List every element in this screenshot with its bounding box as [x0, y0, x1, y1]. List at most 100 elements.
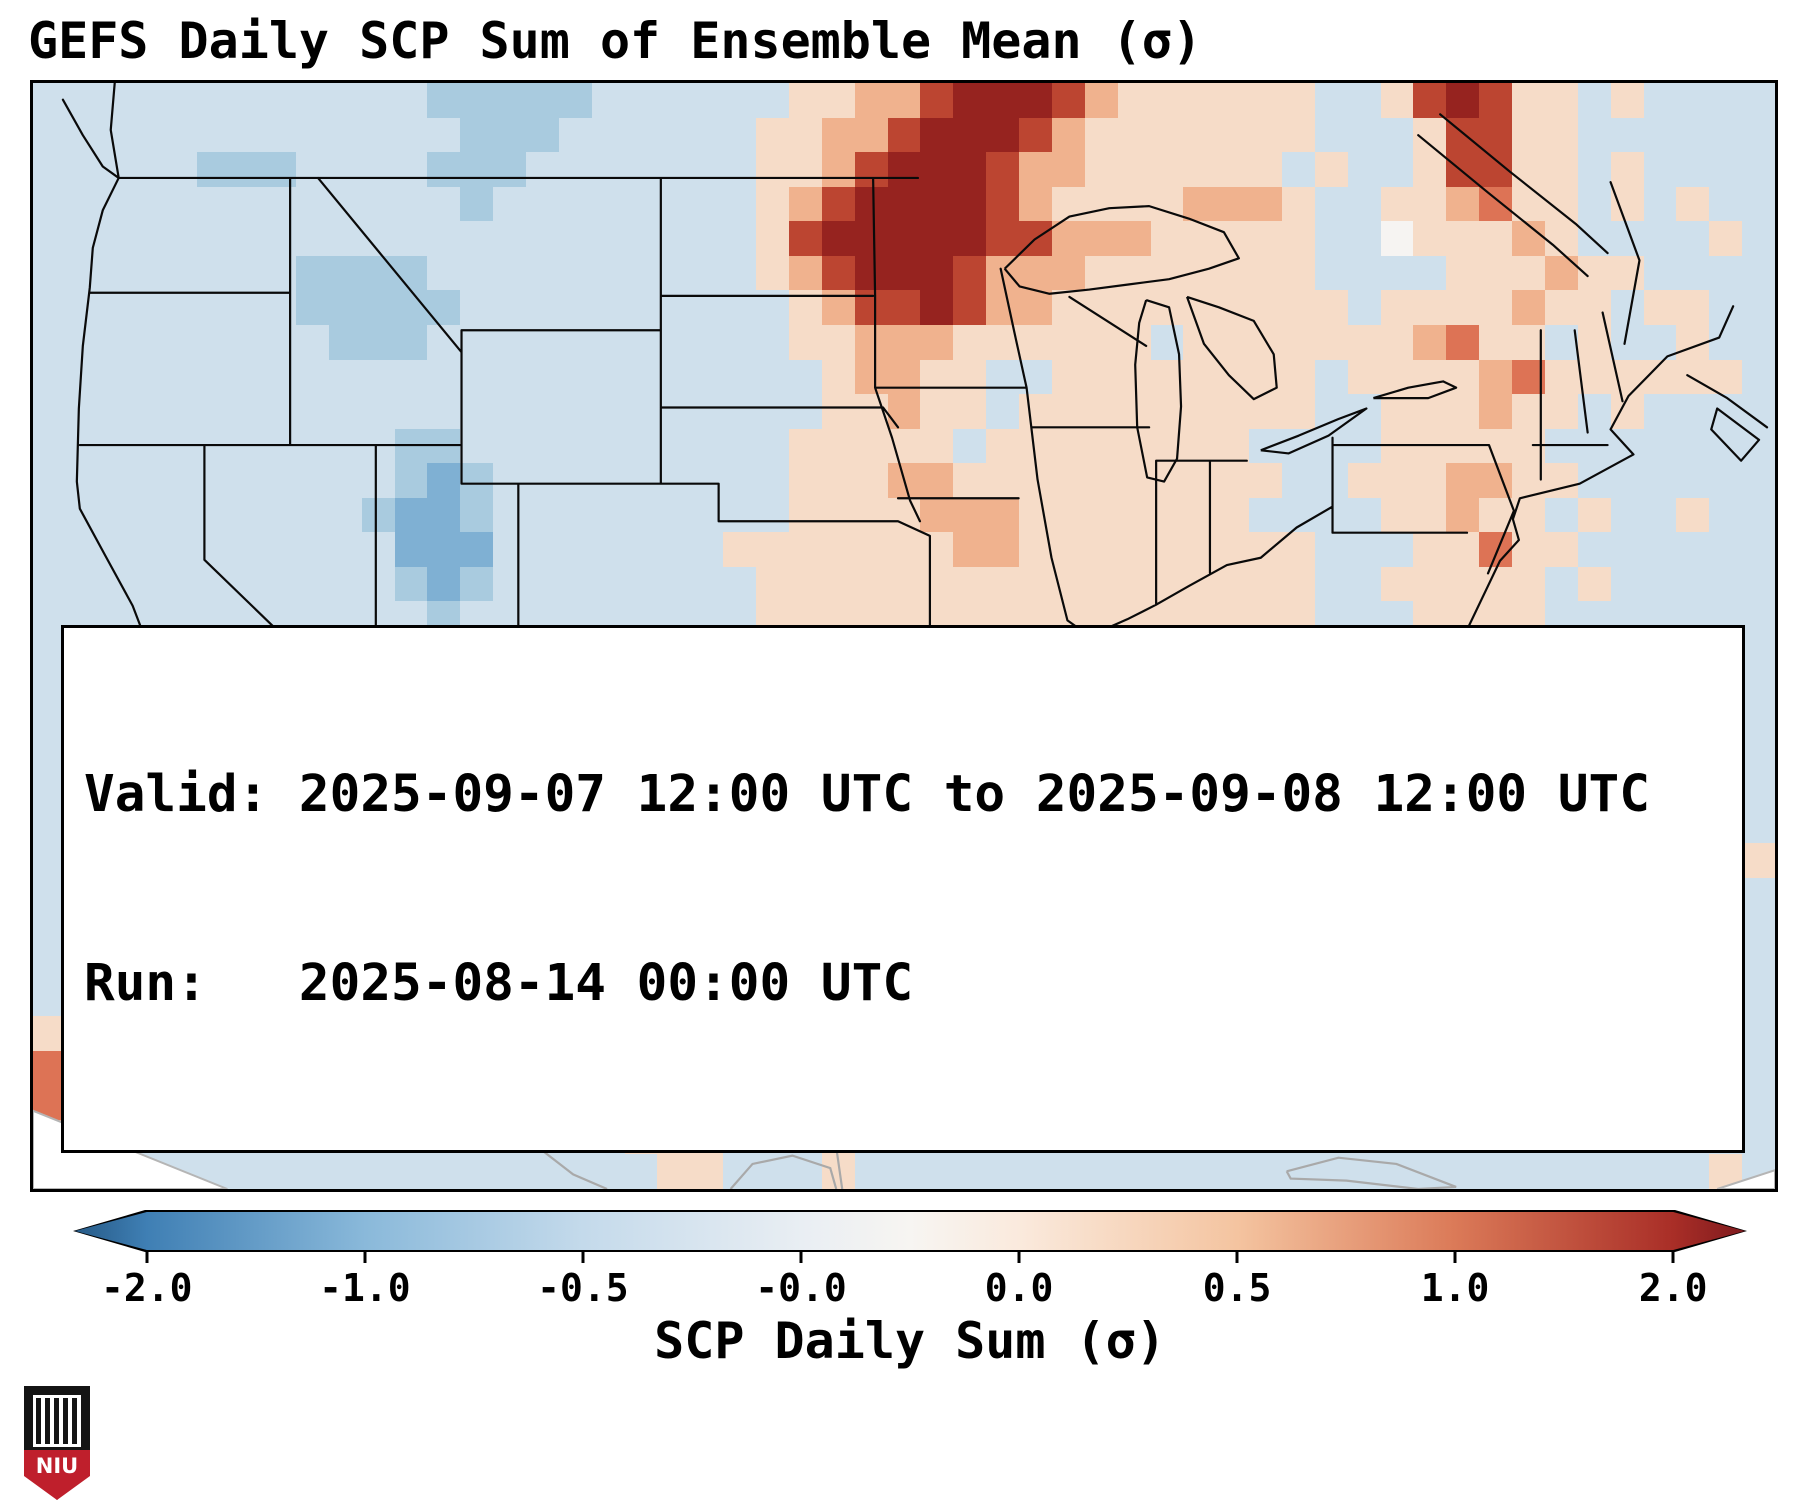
heatmap-cell	[690, 152, 724, 187]
heatmap-cell	[821, 394, 855, 429]
heatmap-cell	[558, 566, 592, 602]
heatmap-cell	[558, 359, 592, 395]
heatmap-cell	[723, 566, 757, 602]
heatmap-cell	[591, 566, 625, 602]
heatmap-cell	[788, 428, 822, 464]
heatmap-cell	[361, 324, 395, 360]
heatmap-cell	[887, 290, 921, 325]
heatmap-cell	[953, 1154, 987, 1189]
heatmap-cell	[854, 117, 888, 153]
heatmap-cell	[460, 394, 494, 429]
heatmap-cell	[821, 497, 855, 533]
heatmap-cell	[328, 359, 362, 395]
heatmap-cell	[1676, 83, 1710, 118]
heatmap-cell	[1544, 497, 1578, 533]
heatmap-cell	[197, 255, 231, 291]
heatmap-cell	[690, 532, 724, 567]
heatmap-cell	[98, 186, 132, 222]
heatmap-cell	[33, 774, 66, 809]
heatmap-cell	[1676, 1154, 1710, 1189]
heatmap-cell	[1709, 186, 1743, 222]
heatmap-cell	[197, 290, 231, 325]
heatmap-cell	[657, 255, 691, 291]
heatmap-cell	[1676, 428, 1710, 464]
heatmap-cell	[361, 566, 395, 602]
heatmap-cell	[493, 290, 527, 325]
heatmap-cell	[821, 255, 855, 291]
heatmap-cell	[986, 566, 1020, 602]
heatmap-cell	[394, 463, 428, 498]
heatmap-cell	[493, 359, 527, 395]
heatmap-cell	[788, 566, 822, 602]
heatmap-cell	[723, 497, 757, 533]
heatmap-cell	[953, 117, 987, 153]
heatmap-cell	[756, 394, 789, 429]
heatmap-cell	[526, 497, 559, 533]
annotation-box: Valid: 2025-09-07 12:00 UTC to 2025-09-0…	[61, 625, 1745, 1153]
heatmap-cell	[821, 186, 855, 222]
heatmap-cell	[788, 359, 822, 395]
heatmap-cell	[526, 255, 559, 291]
heatmap-cell	[1117, 394, 1151, 429]
heatmap-cell	[1051, 359, 1085, 395]
heatmap-cell	[657, 152, 691, 187]
heatmap-cell	[788, 324, 822, 360]
heatmap-cell	[131, 497, 165, 533]
heatmap-cell	[1281, 428, 1315, 464]
heatmap-cell	[1676, 566, 1710, 602]
heatmap-cell	[1742, 739, 1775, 775]
heatmap-cell	[788, 255, 822, 291]
heatmap-cell	[986, 394, 1020, 429]
heatmap-cell	[1051, 255, 1085, 291]
heatmap-cell	[1742, 463, 1775, 498]
heatmap-cell	[657, 1154, 691, 1189]
heatmap-cell	[230, 290, 264, 325]
heatmap-cell	[1117, 221, 1151, 256]
heatmap-cell	[460, 463, 494, 498]
heatmap-cell	[887, 83, 921, 118]
heatmap-cell	[1084, 221, 1118, 256]
heatmap-cell	[460, 83, 494, 118]
heatmap-cell	[1610, 566, 1644, 602]
heatmap-cell	[1084, 290, 1118, 325]
heatmap-cell	[1544, 324, 1578, 360]
heatmap-cell	[1380, 255, 1414, 291]
heatmap-cell	[164, 255, 198, 291]
heatmap-cell	[197, 186, 231, 222]
heatmap-cell	[33, 290, 66, 325]
heatmap-cell	[131, 290, 165, 325]
heatmap-cell	[986, 221, 1020, 256]
heatmap-cell	[657, 359, 691, 395]
heatmap-cell	[1347, 463, 1381, 498]
heatmap-cell	[756, 117, 789, 153]
heatmap-cell	[558, 152, 592, 187]
heatmap-cell	[361, 1154, 395, 1189]
heatmap-cell	[427, 117, 461, 153]
heatmap-cell	[427, 359, 461, 395]
heatmap-cell	[1742, 255, 1775, 291]
heatmap-cell	[624, 359, 658, 395]
heatmap-cell	[1479, 255, 1513, 291]
heatmap-cell	[624, 83, 658, 118]
heatmap-cell	[33, 947, 66, 982]
heatmap-cell	[1281, 83, 1315, 118]
heatmap-cell	[460, 497, 494, 533]
heatmap-cell	[1281, 566, 1315, 602]
heatmap-cell	[1413, 532, 1447, 567]
heatmap-cell	[854, 152, 888, 187]
niu-logo-banner: NIU	[24, 1450, 90, 1500]
heatmap-cell	[295, 255, 329, 291]
heatmap-cell	[690, 428, 724, 464]
heatmap-cell	[1742, 774, 1775, 809]
heatmap-cell	[1413, 394, 1447, 429]
heatmap-cell	[756, 186, 789, 222]
heatmap-cell	[328, 324, 362, 360]
heatmap-cell	[1347, 186, 1381, 222]
heatmap-cell	[164, 324, 198, 360]
heatmap-cell	[361, 83, 395, 118]
heatmap-cell	[1347, 566, 1381, 602]
heatmap-cell	[1610, 463, 1644, 498]
heatmap-cell	[164, 359, 198, 395]
heatmap-cell	[460, 255, 494, 291]
heatmap-cell	[1479, 117, 1513, 153]
